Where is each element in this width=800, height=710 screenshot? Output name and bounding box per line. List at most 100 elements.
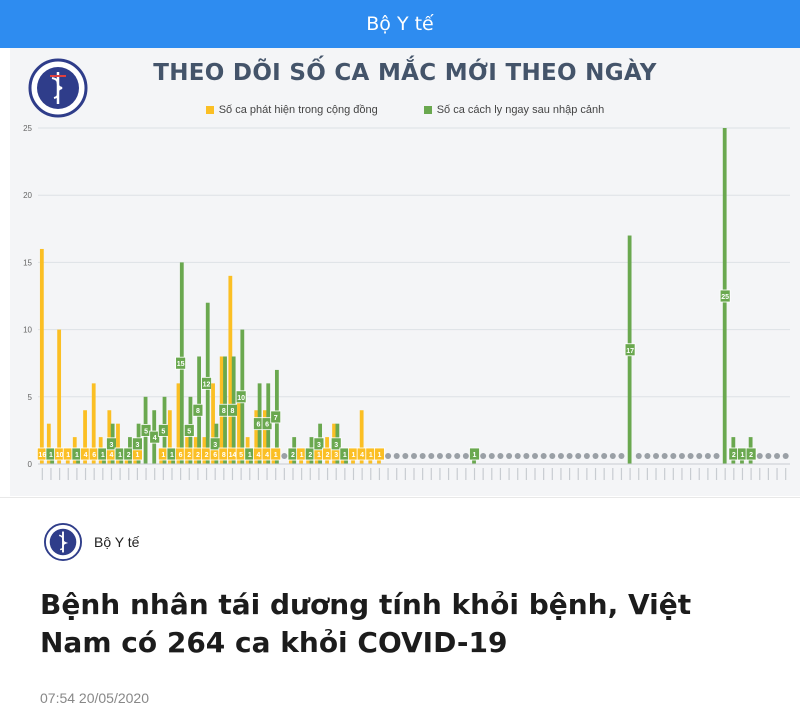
- data-label-imported-box: [140, 423, 152, 437]
- divider: [0, 497, 800, 498]
- zero-marker: [687, 453, 694, 459]
- data-label-community: 1: [161, 452, 165, 459]
- zero-marker: [497, 453, 504, 459]
- zero-marker: [419, 453, 426, 459]
- data-label-community: 3: [334, 452, 338, 459]
- zero-marker: [411, 453, 417, 459]
- top-bar: Bộ Y tế: [0, 0, 800, 48]
- ministry-of-health-logo: [28, 58, 88, 118]
- data-label-imported-box: [192, 403, 204, 417]
- zero-marker: [385, 453, 392, 459]
- legend-item-imported: Số ca cách ly ngay sau nhập cảnh: [423, 104, 604, 116]
- data-label-imported: 8: [231, 408, 235, 415]
- data-label-imported: 5: [161, 428, 165, 435]
- article-headline[interactable]: Bệnh nhân tái dương tính khỏi bệnh, Việt…: [40, 588, 692, 659]
- data-label-imported-box: [149, 430, 161, 444]
- data-label-imported: 7: [274, 415, 278, 422]
- data-label-imported: 17: [626, 348, 634, 355]
- data-label-imported-box: [745, 447, 757, 461]
- bar-community: [107, 410, 112, 464]
- data-label-imported: 2: [732, 452, 736, 459]
- data-label-imported: 4: [153, 435, 157, 442]
- data-label-community: 2: [205, 452, 209, 459]
- data-label-community: 1: [352, 452, 356, 459]
- data-label-community: 2: [196, 452, 200, 459]
- data-label-community: 2: [326, 452, 330, 459]
- data-label-imported: 15: [177, 361, 185, 368]
- legend-label-community: Số ca phát hiện trong cộng đồng: [218, 104, 378, 116]
- data-label-community: 4: [84, 452, 88, 459]
- data-label-imported: 2: [749, 452, 753, 459]
- app-title: Bộ Y tế: [366, 13, 434, 35]
- data-label-imported: 8: [196, 408, 200, 415]
- data-label-imported: 1: [741, 452, 745, 459]
- legend-item-community: Số ca phát hiện trong cộng đồng: [205, 104, 378, 116]
- zero-marker: [393, 453, 400, 459]
- bar-community: [228, 275, 233, 464]
- data-label-community-box: [270, 447, 282, 461]
- article-source[interactable]: Bộ Y tế: [44, 523, 139, 561]
- data-label-imported-box: [330, 437, 342, 451]
- zero-marker: [575, 453, 582, 459]
- zero-marker: [644, 453, 651, 459]
- data-label-imported-box: [175, 356, 187, 370]
- bar-community: [91, 383, 96, 464]
- bar-community: [237, 396, 241, 464]
- zero-marker: [765, 453, 772, 459]
- zero-marker: [670, 453, 677, 459]
- data-label-imported: 1: [75, 452, 79, 459]
- zero-marker: [609, 453, 616, 459]
- data-label-imported: 1: [101, 452, 105, 459]
- zero-marker: [445, 453, 452, 459]
- bar-community: [359, 410, 364, 464]
- data-label-community: 14: [229, 452, 237, 459]
- bar-community: [167, 410, 172, 464]
- bar-community: [57, 329, 62, 464]
- y-tick-label: 10: [23, 326, 32, 335]
- chart-legend: Số ca phát hiện trong cộng đồng Số ca cá…: [10, 104, 800, 116]
- bar-community: [263, 410, 267, 464]
- data-label-imported-box: [132, 437, 143, 451]
- zero-marker: [583, 453, 590, 459]
- y-tick-label: 5: [28, 393, 33, 402]
- bar-community: [83, 410, 87, 464]
- zero-marker: [592, 453, 599, 459]
- zero-marker: [462, 453, 469, 459]
- bar-community: [46, 423, 51, 464]
- data-label-imported: 1: [343, 452, 347, 459]
- data-label-imported: 5: [187, 428, 191, 435]
- data-label-community: 1: [369, 452, 373, 459]
- data-label-imported: 25: [721, 294, 729, 301]
- bar-community: [39, 248, 44, 464]
- data-label-imported: 8: [222, 408, 226, 415]
- data-label-community: 6: [92, 452, 96, 459]
- data-label-imported: 2: [127, 452, 131, 459]
- data-label-imported: 2: [308, 452, 312, 459]
- bar-community: [116, 423, 120, 464]
- data-label-imported: 5: [144, 428, 148, 435]
- data-label-community: 1: [300, 452, 304, 459]
- source-name[interactable]: Bộ Y tế: [94, 534, 140, 550]
- zero-marker: [532, 453, 539, 459]
- data-label-imported-box: [624, 343, 636, 357]
- data-label-community-box: [374, 447, 385, 461]
- data-label-imported: 1: [248, 452, 252, 459]
- zero-marker: [618, 453, 625, 459]
- zero-marker: [635, 453, 642, 459]
- data-label-imported: 3: [334, 442, 338, 449]
- zero-marker: [653, 453, 660, 459]
- zero-marker: [480, 453, 487, 459]
- data-label-imported: 2: [291, 452, 295, 459]
- legend-swatch-imported: [423, 106, 432, 114]
- data-label-community: 1: [274, 452, 278, 459]
- data-label-imported: 3: [135, 442, 139, 449]
- data-label-imported: 1: [49, 452, 53, 459]
- data-label-imported-box: [313, 437, 325, 451]
- zero-marker: [506, 453, 513, 459]
- y-tick-label: 15: [23, 258, 32, 267]
- data-label-community: 6: [179, 452, 183, 459]
- bar-community: [211, 383, 215, 464]
- y-tick-label: 20: [23, 191, 32, 200]
- data-label-community: 1: [66, 452, 70, 459]
- data-label-imported: 1: [170, 452, 174, 459]
